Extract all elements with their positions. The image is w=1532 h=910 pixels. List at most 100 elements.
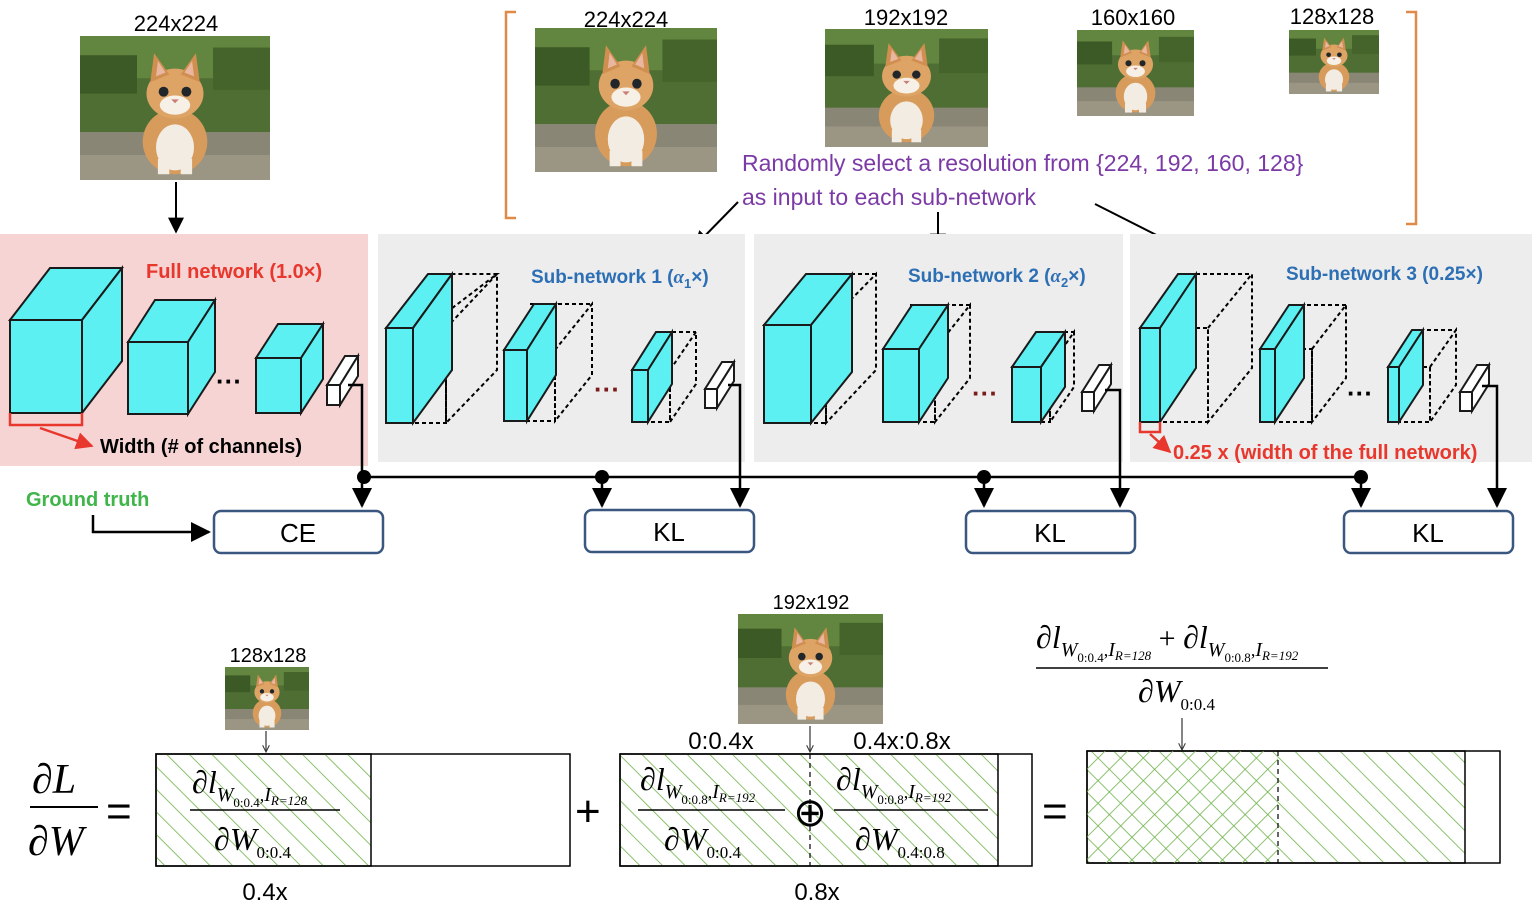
r-W2: W <box>1208 639 1227 661</box>
kitten-image-eq-192 <box>738 614 883 724</box>
sub1-ellipsis: ··· <box>594 374 620 404</box>
r-W1: W <box>1061 639 1080 661</box>
r-comma2: , <box>1251 640 1256 660</box>
sub-network-1-label: Sub-network 1 (α1×) <box>531 267 709 291</box>
t2a-rsub: R=192 <box>718 790 756 805</box>
t1-W: W <box>217 784 236 806</box>
t2a-W: W <box>665 781 684 803</box>
r-comma1: , <box>1104 640 1109 660</box>
img192-label: 192x192 <box>773 592 850 614</box>
term2a-denominator: ∂W0:0.4 <box>664 821 741 862</box>
sub-network-3-label: Sub-network 3 (0.25×) <box>1286 264 1483 285</box>
t2a-d: ∂ <box>640 761 656 797</box>
quarter-width-bracket <box>1138 422 1162 434</box>
sub-network-2-label: Sub-network 2 (α2×) <box>908 266 1086 290</box>
r-w2sub: 0:0.8 <box>1224 650 1250 665</box>
t2a-comma: , <box>708 782 713 802</box>
label-04-08x: 0.4x:0.8x <box>853 728 950 755</box>
kitten-image-eq-128 <box>225 667 309 730</box>
ground-truth-label: Ground truth <box>26 489 149 511</box>
eq-equals-2: = <box>1042 787 1068 836</box>
sub1-prefix: Sub-network 1 ( <box>531 267 674 288</box>
kitten-image-192 <box>825 29 988 147</box>
t2b-dW: ∂W <box>855 821 901 857</box>
width-bracket <box>8 413 84 427</box>
junction-dot-4 <box>1354 470 1368 484</box>
t2a-dWsub: 0:0.4 <box>706 843 741 862</box>
sub2-fc-layer <box>1080 361 1113 415</box>
t2b-rsub: R=192 <box>914 790 952 805</box>
kitten-image-full <box>80 36 270 180</box>
term1-denominator: ∂W0:0.4 <box>214 821 291 862</box>
full-cube-1 <box>7 265 125 416</box>
t2a-dW: ∂W <box>664 821 710 857</box>
r-dWsub: 0:0.4 <box>1180 695 1215 714</box>
t2a-I: I <box>711 781 720 803</box>
result-denominator: ∂W0:0.4 <box>1138 673 1215 714</box>
term1-width-label: 0.4x <box>242 879 287 906</box>
sub1-fc-layer <box>703 358 736 412</box>
full-fc-layer <box>325 352 360 409</box>
ce-loss-label: CE <box>280 518 316 548</box>
kl-loss-box-2 <box>964 509 1137 555</box>
sub2-suffix: ×) <box>1068 266 1085 287</box>
sub3-fc-layer <box>1458 361 1491 415</box>
full-ellipsis: ··· <box>216 366 242 396</box>
t1-rsub: R=128 <box>270 793 308 808</box>
res-192-label: 192x192 <box>864 5 948 30</box>
width-note: Width (# of channels) <box>100 436 302 458</box>
kitten-image-128 <box>1289 30 1379 94</box>
r-l2: l <box>1199 619 1208 655</box>
r-plus: + <box>1151 622 1183 655</box>
sub-network-2-layers <box>761 271 1113 426</box>
term1-numerator: ∂lW0:0.4,IR=128 <box>192 764 308 810</box>
sub1-alpha: α <box>674 267 685 288</box>
eq-dW: ∂W <box>28 819 88 865</box>
sub1-alpha-sub: 1 <box>684 276 691 291</box>
term2-oplus: ⊕ <box>793 790 827 835</box>
random-select-line2: as input to each sub-network <box>742 184 1037 210</box>
sub3-cube-1 <box>1138 270 1253 426</box>
junction-dot-2 <box>595 470 609 484</box>
width-arrow <box>39 426 94 450</box>
random-select-line1: Randomly select a resolution from {224, … <box>742 150 1304 176</box>
r-I1: I <box>1107 639 1116 661</box>
t2b-dWsub: 0.4:0.8 <box>897 843 944 862</box>
result-numerator: ∂lW0:0.4,IR=128 + ∂lW0:0.8,IR=192 <box>1036 619 1299 665</box>
sub2-prefix: Sub-network 2 ( <box>908 266 1051 287</box>
sub1-suffix: ×) <box>691 267 708 288</box>
t2b-comma: , <box>904 782 909 802</box>
quarter-width-arrow <box>1149 433 1172 454</box>
sub1-cube-1 <box>383 270 500 427</box>
r-r2sub: R=192 <box>1261 648 1299 663</box>
t1-l: l <box>208 764 217 800</box>
res-128-label: 128x128 <box>1290 4 1374 29</box>
res-224-label: 224x224 <box>584 7 668 32</box>
quarter-width-note: 0.25 x (width of the full network) <box>1173 442 1477 464</box>
r-I2: I <box>1254 639 1263 661</box>
t1-dWsub: 0:0.4 <box>256 843 291 862</box>
sub1-cube-3 <box>630 328 697 426</box>
t2a-wsub: 0:0.8 <box>681 792 707 807</box>
kitten-image-224 <box>535 28 717 172</box>
r-d1: ∂ <box>1036 619 1052 655</box>
t2b-wsub: 0:0.8 <box>877 792 903 807</box>
term2b-numerator: ∂lW0:0.8,IR=192 <box>836 761 952 807</box>
loss-wiring <box>91 383 1507 542</box>
full-network-layers <box>7 265 360 418</box>
t1-wsub: 0:0.4 <box>233 795 260 810</box>
sub2-cube-2 <box>881 301 971 426</box>
kl-loss-box-3 <box>1342 509 1515 555</box>
term2b-denominator: ∂W0.4:0.8 <box>855 821 945 862</box>
junction-dot-3 <box>977 470 991 484</box>
sub3-ellipsis: ··· <box>1347 378 1373 408</box>
sub1-cube-2 <box>502 300 593 425</box>
kl-loss-box-1 <box>583 508 756 554</box>
full-cube-2 <box>126 296 217 418</box>
r-l1: l <box>1052 619 1061 655</box>
res-160-label: 160x160 <box>1091 5 1175 30</box>
sub3-cube-2 <box>1258 301 1347 426</box>
resolution-bracket-right <box>1406 10 1418 226</box>
result-crosshatch <box>1087 751 1278 863</box>
term2-width-label: 0.8x <box>794 879 839 906</box>
